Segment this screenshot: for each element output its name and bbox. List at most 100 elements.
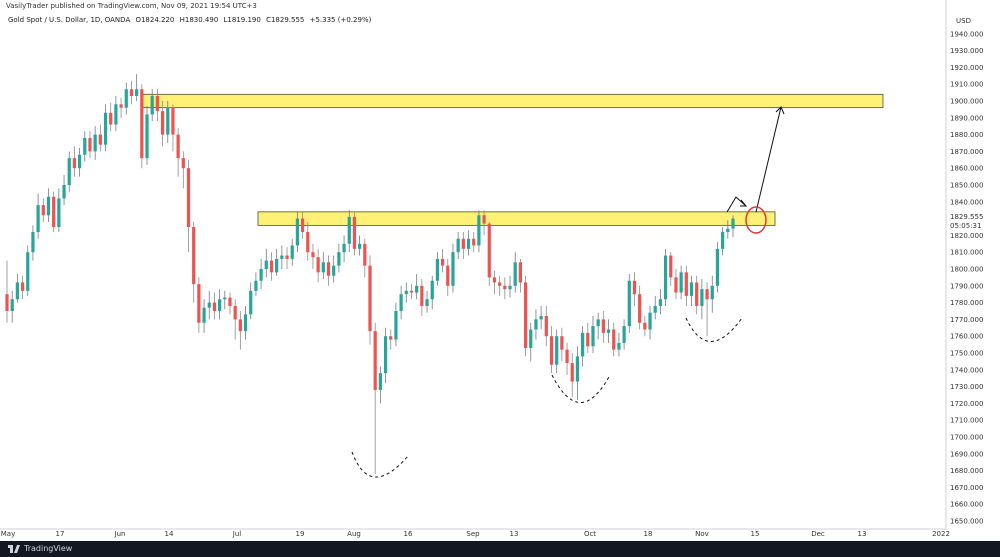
candle-up <box>36 193 40 239</box>
time-tick-label: Jul <box>232 530 242 538</box>
candle-down <box>518 258 522 293</box>
price-tick-label: 1860.000 <box>950 165 983 173</box>
price-tick-label: 1940.000 <box>950 30 983 38</box>
candle-up <box>103 104 108 152</box>
candle-up <box>456 232 460 259</box>
bar-countdown: 05:05:31 <box>950 222 982 230</box>
candle-down <box>492 270 497 295</box>
price-tick-label: 1900.000 <box>950 98 983 106</box>
candle-up <box>124 82 128 115</box>
pattern-arc-1 <box>351 451 409 478</box>
candle-up <box>358 235 362 256</box>
candle-down <box>212 292 217 320</box>
candle-down <box>669 252 673 286</box>
ohlc-close: C1829.555 <box>266 16 305 24</box>
candle-up <box>648 305 652 340</box>
candle-down <box>155 89 159 122</box>
projection-arrow-large <box>755 106 782 213</box>
candle-up <box>394 302 398 347</box>
candle-up <box>93 126 97 160</box>
price-tick-label: 1800.000 <box>950 266 983 274</box>
candle-up <box>658 289 663 315</box>
candle-up <box>207 290 211 320</box>
candle-up <box>259 258 263 290</box>
candle-up <box>555 329 559 374</box>
candle-up <box>404 282 408 303</box>
candle-up <box>46 188 51 222</box>
candle-up <box>653 295 657 320</box>
candle-up <box>280 245 284 269</box>
candle-up <box>10 290 14 323</box>
candle-up <box>218 289 222 320</box>
price-tick-label: 1650.000 <box>950 518 983 526</box>
candle-down <box>306 221 310 261</box>
price-tick-label: 1670.000 <box>950 484 983 492</box>
candle-up <box>347 210 351 253</box>
price-tick-label: 1680.000 <box>950 467 983 475</box>
candle-up <box>596 312 600 340</box>
time-tick-label: Aug <box>347 530 361 538</box>
candle-down <box>705 282 709 337</box>
price-tick-label: 1870.000 <box>950 148 983 156</box>
candle-up <box>539 305 543 330</box>
price-axis[interactable]: 1650.000 1660.000 1670.000 1680.000 1690.000… <box>950 30 983 525</box>
candle-down <box>181 151 185 189</box>
candle-up <box>295 211 300 253</box>
time-axis[interactable]: May 17 Jun 14 Jul 19 Aug 16 Sep 13 Oct 18 Nov 15 Dec 13… <box>1 530 950 538</box>
candle-up <box>451 243 455 293</box>
pattern-arc-2 <box>551 374 611 403</box>
price-tick-label: 1890.000 <box>950 114 983 122</box>
candle-up <box>383 327 388 384</box>
footer-bar: TradingView <box>0 541 1000 557</box>
time-tick-label: May <box>1 530 15 538</box>
candle-up <box>689 275 694 306</box>
candle-down <box>20 275 25 300</box>
candle-down <box>420 279 424 317</box>
candle-down <box>238 311 242 350</box>
candle-up <box>243 305 248 340</box>
candle-down <box>192 221 196 303</box>
candle-up <box>466 230 471 256</box>
candle-down <box>632 272 637 306</box>
price-tick-label: 1720.000 <box>950 400 983 408</box>
tradingview-brand[interactable]: TradingView <box>24 544 73 553</box>
candle-up <box>731 215 735 238</box>
candle-down <box>498 275 502 296</box>
time-tick-label: 19 <box>296 530 305 538</box>
time-tick-label: 2022 <box>932 530 950 538</box>
candle-down <box>5 260 9 323</box>
candle-up <box>477 210 481 253</box>
price-tick-label: 1660.000 <box>950 501 983 509</box>
price-tick-label: 1710.000 <box>950 417 983 425</box>
candle-up <box>254 272 258 296</box>
candle-down <box>352 211 357 256</box>
drawings-layer <box>351 106 785 478</box>
candle-up <box>83 131 87 162</box>
time-tick-label: Jun <box>114 530 126 538</box>
published-info: VasilyTrader published on TradingView.co… <box>6 2 257 10</box>
candle-up <box>275 248 279 276</box>
candle-up <box>581 326 585 367</box>
candle-down <box>176 127 180 177</box>
price-tick-label: 1840.000 <box>950 198 983 206</box>
symbol-name[interactable]: Gold Spot / U.S. Dollar, 1D, OANDA <box>8 16 131 24</box>
candle-up <box>710 275 714 313</box>
time-tick-label: 13 <box>510 530 519 538</box>
candle-up <box>679 265 683 300</box>
candle-down <box>643 316 647 337</box>
candle-up <box>321 252 325 280</box>
price-tick-label: 1880.000 <box>950 131 983 139</box>
candle-up <box>77 148 82 177</box>
price-tick-label: 1730.000 <box>950 383 983 391</box>
time-tick-label: 13 <box>858 530 867 538</box>
candle-down <box>41 198 45 222</box>
candle-down <box>160 101 165 147</box>
candle-down <box>197 277 201 333</box>
candles-layer <box>5 74 735 474</box>
time-tick-label: 14 <box>165 530 174 538</box>
candle-up <box>617 332 621 357</box>
candle-down <box>285 247 289 269</box>
zones-layer <box>140 93 884 226</box>
candle-down <box>228 292 232 315</box>
price-chart[interactable]: 1650.000 1660.000 1670.000 1680.000 1690.000… <box>0 0 1000 541</box>
